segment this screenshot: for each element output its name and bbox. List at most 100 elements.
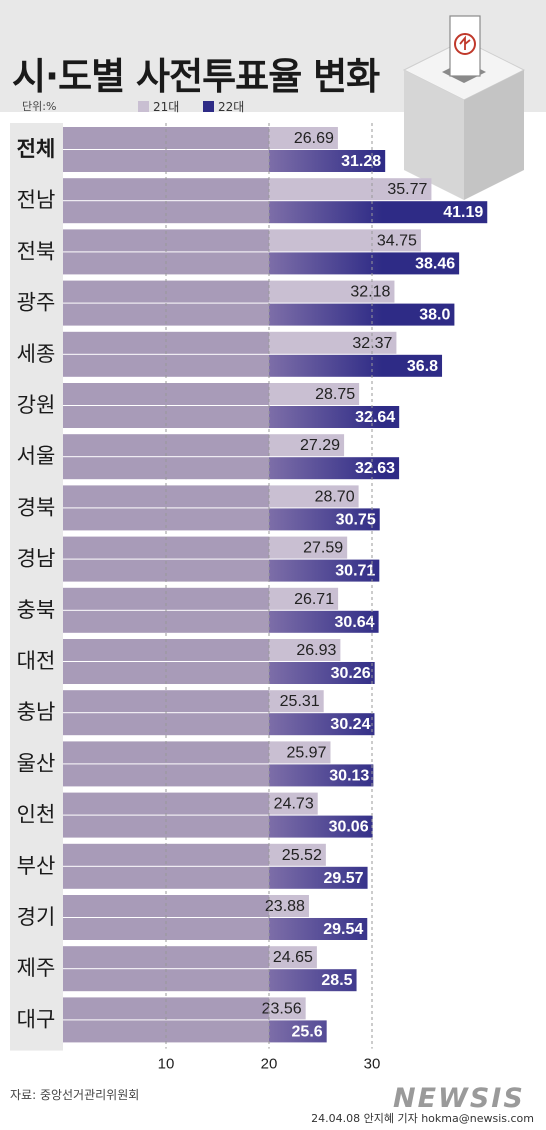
row-band (63, 997, 269, 1020)
bar-22 (269, 559, 380, 582)
bar-22 (269, 610, 379, 633)
value-label-21: 34.75 (377, 232, 417, 249)
legend-swatch-21 (138, 101, 149, 112)
bar-21 (269, 997, 306, 1020)
value-label-22: 41.19 (443, 204, 483, 221)
bar-22 (269, 457, 400, 480)
value-label-21: 25.52 (282, 847, 322, 864)
bar-22 (269, 508, 380, 531)
value-label-22: 30.71 (335, 563, 375, 580)
category-label: 대구 (17, 1007, 56, 1031)
value-label-21: 26.71 (294, 591, 334, 608)
value-label-22: 30.24 (330, 716, 370, 733)
value-label-22: 30.64 (335, 614, 375, 631)
category-label: 제주 (17, 956, 56, 980)
bar-21 (269, 639, 341, 661)
value-label-22: 25.6 (292, 1023, 323, 1040)
category-label: 경남 (17, 547, 56, 571)
row-band (63, 229, 269, 252)
legend-item-21: 21대 (138, 98, 179, 115)
bar-chart: 26.69 31.28 전체 35.77 41.19 전남 34.75 38.46 전북 32.1… (10, 123, 488, 1073)
category-label: 인천 (17, 803, 56, 827)
value-label-22: 30.06 (329, 819, 369, 836)
value-label-22: 29.57 (324, 870, 364, 887)
value-label-21: 24.65 (273, 949, 313, 966)
category-label: 전북 (17, 239, 56, 263)
bar-22 (269, 969, 357, 992)
row-band (63, 434, 269, 457)
unit-label: 단위:% (22, 100, 57, 113)
value-label-21: 26.93 (296, 642, 336, 659)
value-label-21: 28.70 (315, 488, 355, 505)
legend-label-22: 22대 (218, 100, 245, 114)
category-label: 서울 (17, 444, 56, 468)
value-label-21: 27.29 (300, 437, 340, 454)
bar-21 (269, 280, 395, 303)
bar-21 (269, 536, 348, 559)
value-label-21: 23.56 (262, 1000, 302, 1017)
bar-22 (269, 815, 373, 838)
row-band (63, 331, 269, 354)
bar-21 (269, 331, 397, 354)
value-label-21: 28.75 (315, 386, 355, 403)
value-label-21: 24.73 (274, 796, 314, 813)
row-band (63, 536, 269, 559)
bar-22 (269, 1020, 327, 1043)
value-label-22: 36.8 (407, 358, 438, 375)
bar-22 (269, 354, 443, 377)
value-label-22: 31.28 (341, 153, 381, 170)
row-band (63, 662, 269, 684)
bar-22 (269, 662, 375, 684)
row-band (63, 639, 269, 661)
category-label: 광주 (17, 291, 56, 315)
row-band (63, 843, 269, 866)
category-label: 부산 (17, 854, 56, 878)
bar-21 (269, 690, 324, 713)
bar-22 (269, 252, 460, 275)
value-label-22: 30.13 (329, 767, 369, 784)
category-label: 경기 (17, 905, 56, 929)
value-label-21: 32.37 (352, 335, 392, 352)
x-tick-label: 20 (261, 1056, 278, 1073)
value-label-22: 38.0 (419, 307, 450, 324)
value-label-22: 32.63 (355, 460, 395, 477)
category-label: 충남 (17, 700, 56, 724)
category-label: 경북 (17, 495, 56, 519)
bar-21 (269, 895, 309, 917)
bar-21 (269, 178, 432, 201)
category-label: 세종 (17, 342, 56, 366)
bar-21 (269, 946, 317, 969)
bar-22 (269, 150, 386, 172)
bar-21 (269, 229, 421, 252)
value-label-21: 32.18 (350, 284, 390, 301)
legend-label-21: 21대 (153, 100, 180, 114)
newsis-logo: NEWSIS (393, 1083, 525, 1114)
bar-22 (269, 918, 368, 940)
bar-21 (269, 587, 339, 610)
value-label-22: 29.54 (323, 921, 363, 938)
bar-21 (269, 792, 318, 815)
bar-21 (269, 383, 360, 405)
x-tick-label: 30 (364, 1056, 381, 1073)
row-band (63, 741, 269, 764)
category-label: 충북 (17, 598, 56, 622)
value-label-21: 26.69 (294, 130, 334, 147)
row-band (63, 969, 269, 992)
bar-21 (269, 741, 331, 764)
ballot-box-icon (402, 15, 526, 200)
value-label-22: 30.26 (331, 665, 371, 682)
value-label-22: 30.75 (336, 511, 376, 528)
legend-swatch-22 (203, 101, 214, 112)
value-label-21: 35.77 (387, 181, 427, 198)
category-label: 강원 (17, 393, 56, 417)
byline: 24.04.08 안지혜 기자 hokma@newsis.com (311, 1112, 534, 1125)
category-label: 전체 (17, 137, 56, 161)
source-note: 자료: 중앙선거관리위원회 (10, 1088, 140, 1102)
bar-22 (269, 713, 375, 736)
bar-22 (269, 866, 368, 889)
value-label-22: 38.46 (415, 255, 455, 272)
value-label-21: 25.97 (286, 744, 326, 761)
category-label: 대전 (17, 649, 56, 673)
category-label: 전남 (17, 188, 56, 212)
bar-22 (269, 406, 400, 428)
